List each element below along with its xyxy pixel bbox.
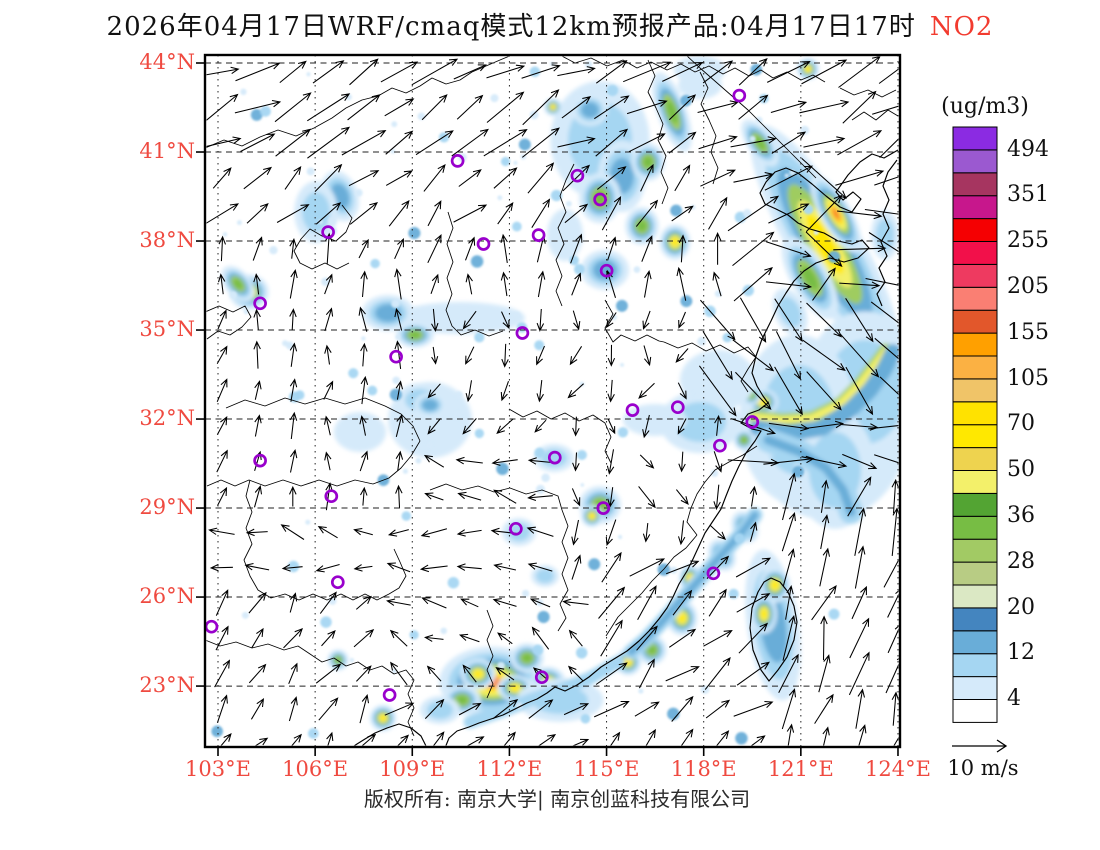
city-marker (324, 489, 339, 504)
city-marker (596, 501, 611, 515)
colorbar-tick-label: 255 (1007, 228, 1049, 254)
lat-tick-label: 38°N (139, 228, 195, 252)
city-marker (570, 168, 585, 183)
city-markers-layer (204, 88, 760, 702)
no2-field-layer (221, 56, 899, 732)
colorbar-swatch (952, 447, 998, 472)
colorbar-swatch (952, 241, 998, 265)
colorbar-swatch (952, 584, 998, 609)
city-marker (670, 400, 685, 415)
colorbar-swatch (952, 401, 998, 426)
colorbar-swatch (952, 355, 998, 380)
city-marker (330, 575, 345, 590)
colorbar-swatch (952, 332, 998, 357)
city-marker (713, 438, 727, 453)
city-marker (534, 670, 549, 685)
wind-scale-label: 10 m/s (947, 756, 1019, 780)
lat-tick-label: 23°N (139, 673, 195, 697)
city-marker (745, 415, 760, 429)
colorbar-swatch (952, 263, 998, 288)
colorbar-swatch (952, 286, 998, 311)
wind-scale-legend (952, 739, 1008, 753)
copyright-footer: 版权所有: 南京大学| 南京创蓝科技有限公司 (363, 787, 751, 811)
city-marker (515, 326, 530, 340)
city-marker (450, 154, 465, 168)
city-marker (547, 450, 562, 465)
city-marker (204, 619, 219, 634)
graticule-layer (205, 55, 900, 747)
colorbar-swatch (952, 630, 998, 655)
colorbar-tick-label: 155 (1007, 319, 1049, 345)
lon-tick-label: 121°E (767, 757, 834, 781)
lon-tick-label: 112°E (476, 757, 543, 781)
colorbar-swatch (952, 309, 998, 334)
city-marker (706, 566, 721, 581)
lat-tick-label: 41°N (139, 139, 195, 163)
city-marker (253, 453, 267, 468)
colorbar-swatch (952, 424, 998, 449)
colorbar-swatch (952, 492, 998, 517)
title-text: 2026年04月17日WRF/cmaq模式12km预报产品:04月17日17时 (106, 12, 916, 42)
colorbar-swatch (952, 470, 998, 494)
lon-tick-label: 124°E (865, 757, 931, 781)
colorbar-tick-label: 4 (1007, 686, 1021, 712)
lon-tick-label: 115°E (573, 757, 640, 781)
colorbar-tick-label: 105 (1007, 365, 1049, 391)
colorbar-units-label: (ug/m3) (941, 94, 1029, 119)
city-marker (732, 88, 747, 103)
lon-tick-label: 109°E (379, 757, 446, 781)
colorbar-swatch (952, 126, 998, 151)
colorbar-swatch (952, 515, 998, 540)
colorbar-swatch (952, 378, 998, 403)
colorbar-tick-label: 36 (1007, 503, 1035, 528)
colorbar-tick-label: 70 (1007, 411, 1035, 437)
colorbar-swatch (952, 538, 998, 563)
colorbar-swatch (952, 172, 998, 197)
page-title: 2026年04月17日WRF/cmaq模式12km预报产品:04月17日17时 N… (107, 6, 994, 43)
city-marker (625, 403, 640, 417)
city-marker (253, 296, 267, 311)
city-marker (382, 688, 397, 702)
colorbar-swatch (952, 653, 998, 678)
city-marker (599, 263, 614, 278)
colorbar-swatch (952, 699, 998, 723)
city-marker (593, 192, 607, 207)
lat-tick-label: 44°N (139, 50, 195, 74)
city-marker (531, 228, 546, 242)
colorbar-tick-label: 28 (1007, 548, 1035, 574)
colorbar-tick-label: 12 (1007, 640, 1035, 666)
lon-tick-label: 106°E (282, 757, 349, 781)
no2-speckle-layer (211, 60, 841, 745)
colorbar-swatch (952, 676, 998, 700)
colorbar-tick-label: 50 (1007, 457, 1035, 483)
lat-tick-label: 29°N (139, 495, 195, 519)
city-marker (509, 521, 523, 536)
colorbar-tick-label: 494 (1007, 136, 1049, 162)
colorbar-tick-label: 20 (1007, 594, 1035, 620)
colorbar-tick-label: 205 (1007, 274, 1049, 299)
wind-arrows-layer (206, 56, 899, 746)
lat-tick-label: 35°N (139, 317, 195, 341)
map-frame (203, 53, 902, 749)
city-marker (389, 349, 403, 364)
city-marker (321, 225, 335, 239)
pollutant-badge: NO2 (929, 12, 994, 42)
colorbar-swatch (952, 561, 998, 586)
colorbar-swatches (952, 126, 998, 723)
colorbar-swatch (952, 218, 998, 243)
lon-tick-label: 118°E (670, 757, 737, 781)
lon-tick-label: 103°E (185, 757, 251, 781)
axis-ticks (196, 62, 899, 756)
lat-tick-label: 32°N (139, 406, 195, 430)
colorbar-swatch (952, 195, 998, 220)
lat-tick-label: 26°N (139, 584, 195, 608)
colorbar-swatch (952, 149, 998, 174)
colorbar-swatch (952, 607, 998, 632)
colorbar-tick-label: 351 (1007, 182, 1049, 208)
city-marker (476, 237, 491, 251)
